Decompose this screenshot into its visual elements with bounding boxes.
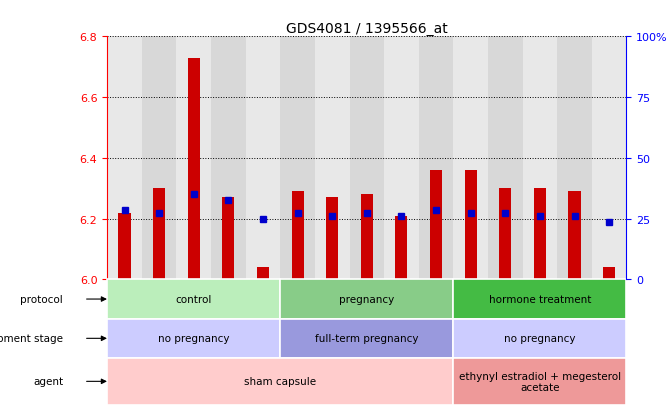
Bar — [350, 37, 384, 280]
Bar — [280, 319, 454, 358]
Bar — [360, 195, 373, 280]
Bar — [488, 37, 523, 280]
Bar — [142, 37, 176, 280]
Bar — [280, 37, 315, 280]
Bar — [395, 216, 407, 280]
Bar — [107, 358, 454, 405]
Bar — [419, 37, 454, 280]
Bar — [257, 268, 269, 280]
Bar — [454, 358, 626, 405]
Bar — [557, 37, 592, 280]
Bar — [153, 189, 165, 280]
Bar — [464, 171, 477, 280]
Bar — [280, 280, 454, 319]
Bar — [211, 37, 246, 280]
Bar — [107, 37, 142, 280]
Text: agent: agent — [33, 376, 63, 387]
Bar — [384, 37, 419, 280]
Bar — [603, 268, 615, 280]
Bar — [119, 213, 131, 280]
Bar — [454, 319, 626, 358]
Text: sham capsule: sham capsule — [245, 376, 316, 387]
Title: GDS4081 / 1395566_at: GDS4081 / 1395566_at — [286, 22, 448, 36]
Text: no pregnancy: no pregnancy — [504, 334, 576, 344]
Bar — [568, 192, 581, 280]
Bar — [246, 37, 280, 280]
Bar — [315, 37, 350, 280]
Bar — [291, 192, 304, 280]
Bar — [454, 37, 488, 280]
Bar — [454, 280, 626, 319]
Text: full-term pregnancy: full-term pregnancy — [315, 334, 419, 344]
Bar — [222, 198, 234, 280]
Bar — [499, 189, 511, 280]
Bar — [430, 171, 442, 280]
Bar — [107, 319, 280, 358]
Bar — [188, 58, 200, 280]
Text: protocol: protocol — [20, 294, 63, 304]
Bar — [592, 37, 626, 280]
Text: hormone treatment: hormone treatment — [488, 294, 591, 304]
Bar — [523, 37, 557, 280]
Text: no pregnancy: no pregnancy — [158, 334, 230, 344]
Bar — [176, 37, 211, 280]
Text: ethynyl estradiol + megesterol
acetate: ethynyl estradiol + megesterol acetate — [459, 370, 621, 392]
Bar — [326, 198, 338, 280]
Text: pregnancy: pregnancy — [339, 294, 395, 304]
Text: development stage: development stage — [0, 334, 63, 344]
Text: control: control — [176, 294, 212, 304]
Bar — [534, 189, 546, 280]
Bar — [107, 280, 280, 319]
